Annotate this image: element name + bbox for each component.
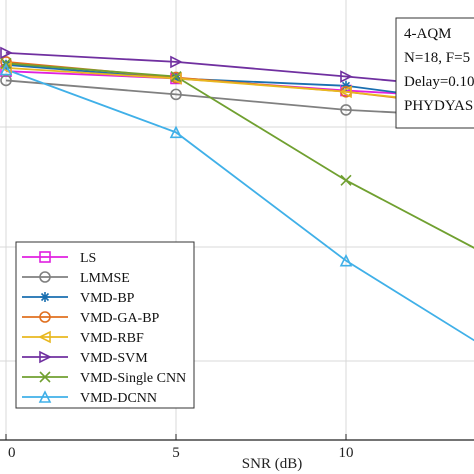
marker-lmmse bbox=[170, 88, 182, 101]
legend-box bbox=[15, 241, 195, 409]
annotation-line-3: Delay=0.10 bbox=[404, 74, 474, 90]
series-markers bbox=[0, 46, 353, 267]
marker-vmd-svm bbox=[340, 70, 353, 83]
marker-vmd-bp bbox=[341, 80, 351, 91]
marker-vmd-dcnn bbox=[169, 125, 183, 139]
marker-vmd-svm bbox=[0, 46, 13, 60]
annotation-box: 4-AQM N=18, F=5 Delay=0.10 PHYDYAS bbox=[395, 17, 474, 129]
legend-marker bbox=[40, 292, 50, 302]
legend-label: VMD-Single CNN bbox=[80, 371, 186, 386]
x-tick-label: 10 bbox=[339, 445, 354, 461]
legend-item-vmd-dcnn: VMD-DCNN bbox=[22, 390, 157, 406]
marker-vmd-single-cnn bbox=[170, 70, 182, 83]
legend-label: VMD-RBF bbox=[80, 331, 144, 346]
legend-marker bbox=[39, 251, 51, 263]
marker-lmmse bbox=[340, 104, 352, 116]
marker-lmmse bbox=[0, 74, 12, 87]
legend-label: LMMSE bbox=[80, 271, 130, 286]
legend-label: VMD-DCNN bbox=[80, 391, 157, 406]
legend-item-vmd-rbf: VMD-RBF bbox=[22, 330, 144, 346]
marker-vmd-single-cnn bbox=[340, 174, 352, 186]
legend-marker bbox=[39, 271, 51, 283]
series-line-vmd-single-cnn bbox=[5, 62, 474, 249]
legend-marker bbox=[39, 311, 51, 323]
legend-label: VMD-BP bbox=[80, 291, 135, 306]
legend-label: VMD-SVM bbox=[80, 351, 148, 366]
x-axis-label: SNR (dB) bbox=[242, 456, 302, 472]
legend-item-lmmse: LMMSE bbox=[22, 271, 130, 286]
legend-marker bbox=[39, 371, 51, 383]
legend-item-vmd-ga-bp: VMD-GA-BP bbox=[22, 311, 160, 326]
legend-marker bbox=[38, 330, 51, 344]
x-tick-label: 0 bbox=[8, 445, 16, 461]
legend-label: LS bbox=[80, 251, 96, 266]
series-line-vmd-dcnn bbox=[5, 68, 474, 342]
legend: LS LMMSE VMD-BP VMD-GA-BP VMD-RBF VMD-SVM VMD-… bbox=[15, 241, 195, 409]
marker-vmd-dcnn bbox=[339, 253, 353, 267]
legend-marker bbox=[39, 350, 52, 364]
marker-vmd-dcnn bbox=[0, 62, 13, 76]
legend-item-ls: LS bbox=[22, 251, 96, 266]
marker-vmd-bp bbox=[171, 73, 181, 84]
annotation-line-2: N=18, F=5 bbox=[404, 50, 470, 66]
legend-item-vmd-single-cnn: VMD-Single CNN bbox=[22, 371, 186, 386]
marker-vmd-rbf bbox=[339, 85, 352, 99]
annotation-line-1: 4-AQM bbox=[404, 26, 452, 42]
legend-item-vmd-svm: VMD-SVM bbox=[22, 350, 148, 366]
marker-vmd-svm bbox=[170, 55, 183, 69]
legend-item-vmd-bp: VMD-BP bbox=[22, 291, 135, 306]
annotation-line-4: PHYDYAS bbox=[404, 98, 473, 114]
x-ticks: 0 5 10 bbox=[5, 434, 354, 461]
legend-label: VMD-GA-BP bbox=[80, 311, 160, 326]
x-tick-label: 5 bbox=[172, 445, 180, 461]
marker-vmd-ga-bp bbox=[0, 56, 12, 68]
legend-marker bbox=[38, 390, 52, 403]
